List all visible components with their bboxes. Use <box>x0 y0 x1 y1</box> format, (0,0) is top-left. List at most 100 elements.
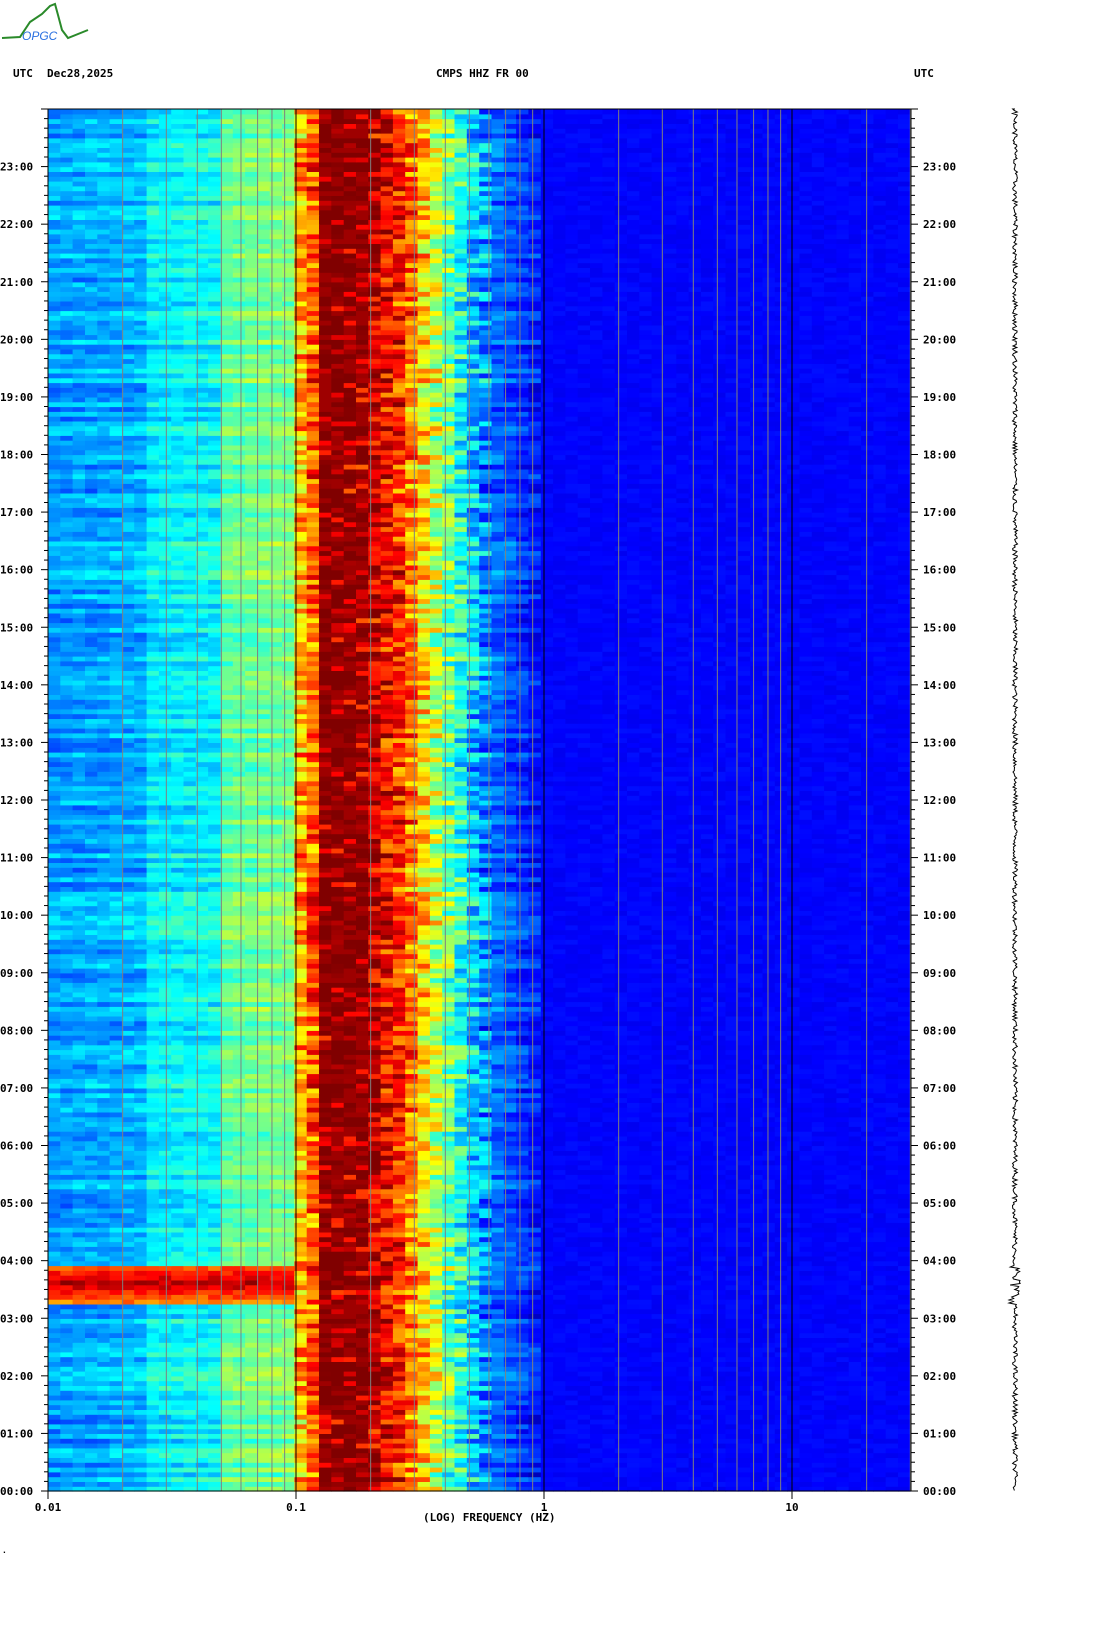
spectrogram-cell <box>257 1279 271 1286</box>
spectrogram-cell <box>380 1279 394 1286</box>
spectrogram-cell <box>836 1481 850 1487</box>
spectrogram-cell <box>787 1404 800 1410</box>
spectrogram-cell <box>565 1155 579 1161</box>
spectrogram-cell <box>282 1251 295 1257</box>
spectrogram-cell <box>60 1443 74 1449</box>
spectrogram-cell <box>762 1284 776 1291</box>
spectrogram-cell <box>824 1404 837 1410</box>
spectrogram-cell <box>85 1399 98 1406</box>
spectrogram-cell <box>454 1217 468 1223</box>
spectrogram-cell <box>97 1164 111 1171</box>
spectrogram-cell <box>750 1462 764 1468</box>
spectrogram-cell <box>737 1419 751 1425</box>
spectrogram-cell <box>454 1255 468 1262</box>
spectrogram-cell <box>491 1251 505 1257</box>
spectrogram-cell <box>466 1323 480 1329</box>
spectrogram-cell <box>356 1399 369 1406</box>
spectrogram-cell <box>762 1207 776 1214</box>
spectrogram-cell <box>294 1174 308 1180</box>
spectrogram-cell <box>232 1366 246 1372</box>
spectrogram-cell <box>651 1308 665 1315</box>
spectrogram-cell <box>565 1462 579 1468</box>
spectrogram-cell <box>799 1188 813 1195</box>
spectrogram-cell <box>331 1313 345 1319</box>
spectrogram-cell <box>429 1207 443 1214</box>
spectrogram-cell <box>429 1159 443 1166</box>
spectrogram-cell <box>232 1332 246 1338</box>
spectrogram-cell <box>48 1457 61 1463</box>
spectrogram-cell <box>848 1294 862 1300</box>
spectrogram-cell <box>577 1323 591 1329</box>
spectrogram-cell <box>158 1303 172 1310</box>
spectrogram-cell <box>516 1289 529 1295</box>
spectrogram-cell <box>85 1145 98 1151</box>
spectrogram-cell <box>491 1462 505 1468</box>
spectrogram-cell <box>294 1385 308 1391</box>
spectrogram-cell <box>774 1313 788 1319</box>
spectrogram-cell <box>614 1399 628 1406</box>
spectrogram-cell <box>799 1203 813 1209</box>
spectrogram-cell <box>306 1155 320 1161</box>
spectrogram-cell <box>220 1395 234 1401</box>
spectrogram-cell <box>109 1303 123 1310</box>
spectrogram-cell <box>479 1462 493 1468</box>
spectrogram-cell <box>700 1241 714 1247</box>
spectrogram-cell <box>269 1284 283 1291</box>
spectrogram-cell <box>540 1164 554 1171</box>
spectrogram-cell <box>540 1227 554 1233</box>
spectrogram-cell <box>356 1227 369 1233</box>
spectrogram-cell <box>405 1380 419 1386</box>
spectrogram-cell <box>429 1255 443 1262</box>
spectrogram-cell <box>97 1447 111 1454</box>
spectrogram-cell <box>220 1390 234 1396</box>
spectrogram-cell <box>577 1481 591 1487</box>
spectrogram-cell <box>811 1284 825 1291</box>
spectrogram-cell <box>158 1342 172 1348</box>
spectrogram-cell <box>282 1207 295 1214</box>
spectrogram-cell <box>516 1337 529 1343</box>
spectrogram-cell <box>688 1212 702 1219</box>
spectrogram-cell <box>417 1318 431 1324</box>
spectrogram-cell <box>663 1159 677 1166</box>
spectrogram-cell <box>824 1246 837 1252</box>
spectrogram-cell <box>479 1251 493 1257</box>
spectrogram-cell <box>688 1236 702 1243</box>
spectrogram-cell <box>158 1227 172 1233</box>
spectrogram-cell <box>479 1155 493 1161</box>
spectrogram-cell <box>343 1409 357 1415</box>
spectrogram-cell <box>861 1486 874 1492</box>
spectrogram-cell <box>774 1342 788 1348</box>
spectrogram-cell <box>97 1260 111 1267</box>
spectrogram-cell <box>319 1481 332 1487</box>
spectrogram-cell <box>183 1188 197 1195</box>
spectrogram-cell <box>651 1366 665 1372</box>
spectrogram-cell <box>614 1486 628 1492</box>
spectrogram-cell <box>787 1361 800 1367</box>
spectrogram-cell <box>750 1188 764 1195</box>
spectrogram-cell <box>294 1481 308 1487</box>
spectrogram-cell <box>442 1467 456 1473</box>
spectrogram-cell <box>97 1342 111 1348</box>
spectrogram-cell <box>257 1299 271 1305</box>
spectrogram-cell <box>774 1323 788 1329</box>
spectrogram-cell <box>442 1452 456 1458</box>
spectrogram-cell <box>429 1327 443 1334</box>
spectrogram-cell <box>146 1467 160 1473</box>
spectrogram-cell <box>60 1356 74 1362</box>
spectrogram-cell <box>811 1308 825 1315</box>
spectrogram-cell <box>294 1476 308 1482</box>
spectrogram-cell <box>885 1476 899 1482</box>
spectrogram-cell <box>725 1275 739 1281</box>
spectrogram-cell <box>417 1399 431 1406</box>
spectrogram-cell <box>787 1284 800 1291</box>
spectrogram-cell <box>121 1390 135 1396</box>
spectrogram-cell <box>85 1486 98 1492</box>
spectrogram-cell <box>269 1265 283 1271</box>
spectrogram-cell <box>245 1457 258 1463</box>
spectrogram-cell <box>306 1486 320 1492</box>
spectrogram-cell <box>245 1308 258 1315</box>
spectrogram-cell <box>811 1231 825 1238</box>
spectrogram-cell <box>565 1227 579 1233</box>
spectrogram-cell <box>442 1207 456 1214</box>
spectrogram-cell <box>774 1227 788 1233</box>
